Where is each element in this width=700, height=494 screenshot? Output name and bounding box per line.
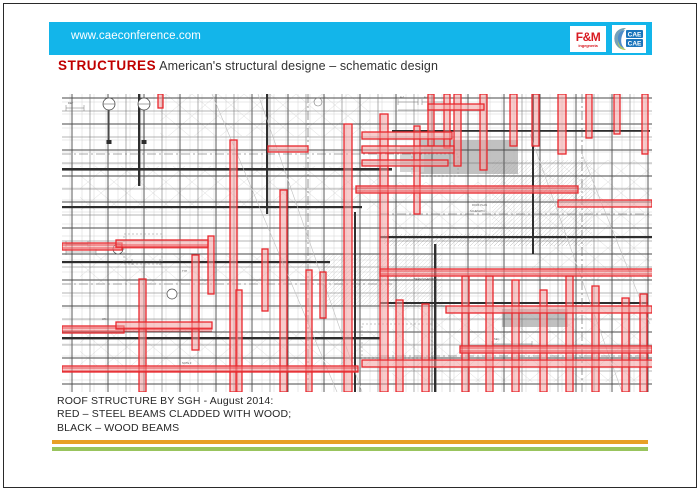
svg-text:SEC: SEC [494, 337, 499, 341]
footer-rule-orange [52, 440, 648, 444]
svg-text:SCHEMATIC: SCHEMATIC [470, 209, 485, 213]
site-url-label: www.caeconference.com [71, 30, 201, 42]
cae-logo-graphic: CAE CAE [614, 28, 643, 50]
svg-text:WD-1: WD-1 [102, 317, 109, 321]
svg-text:CAE: CAE [628, 32, 642, 39]
fm-logo-sub-text: ingegneria [578, 42, 598, 48]
svg-text:NOTE 3: NOTE 3 [182, 361, 192, 365]
svg-text:ROOF PLAN: ROOF PLAN [472, 203, 487, 207]
svg-text:A-1: A-1 [400, 95, 405, 99]
cae-conference-logo: CAE CAE [612, 25, 646, 53]
roof-structure-drawing: DET A-1 A-2 SEC TYP ROOF PLAN SCHEMATIC … [62, 94, 652, 392]
header-bar: www.caeconference.com F&M ingegneria CAE… [49, 22, 652, 55]
logo-group: F&M ingegneria CAE CAE [570, 24, 646, 54]
svg-text:BEAM SCHEDULE: BEAM SCHEDULE [414, 277, 436, 281]
page-title: STRUCTURES American's structural designe… [58, 57, 438, 75]
cad-plan-svg: DET A-1 A-2 SEC TYP ROOF PLAN SCHEMATIC … [62, 94, 652, 392]
drawing-caption: ROOF STRUCTURE BY SGH - August 2014: RED… [57, 395, 291, 435]
caption-line-3: BLACK – WOOD BEAMS [57, 421, 180, 434]
fm-ingegneria-logo: F&M ingegneria [570, 26, 606, 52]
svg-text:CAE: CAE [628, 41, 642, 48]
page-title-strong: STRUCTURES [58, 58, 157, 73]
svg-text:DET: DET [68, 101, 74, 105]
fm-logo-main-text: F&M [575, 29, 601, 44]
caption-line-2: RED – STEEL BEAMS CLADDED WITH WOOD; [57, 408, 292, 421]
svg-text:A-2: A-2 [424, 95, 429, 99]
page-title-rest: American's structural designe – schemati… [156, 59, 438, 73]
svg-text:TYP: TYP [182, 269, 187, 273]
caption-line-1: ROOF STRUCTURE BY SGH - August 2014: [57, 395, 274, 407]
footer-rule-green [52, 447, 648, 451]
